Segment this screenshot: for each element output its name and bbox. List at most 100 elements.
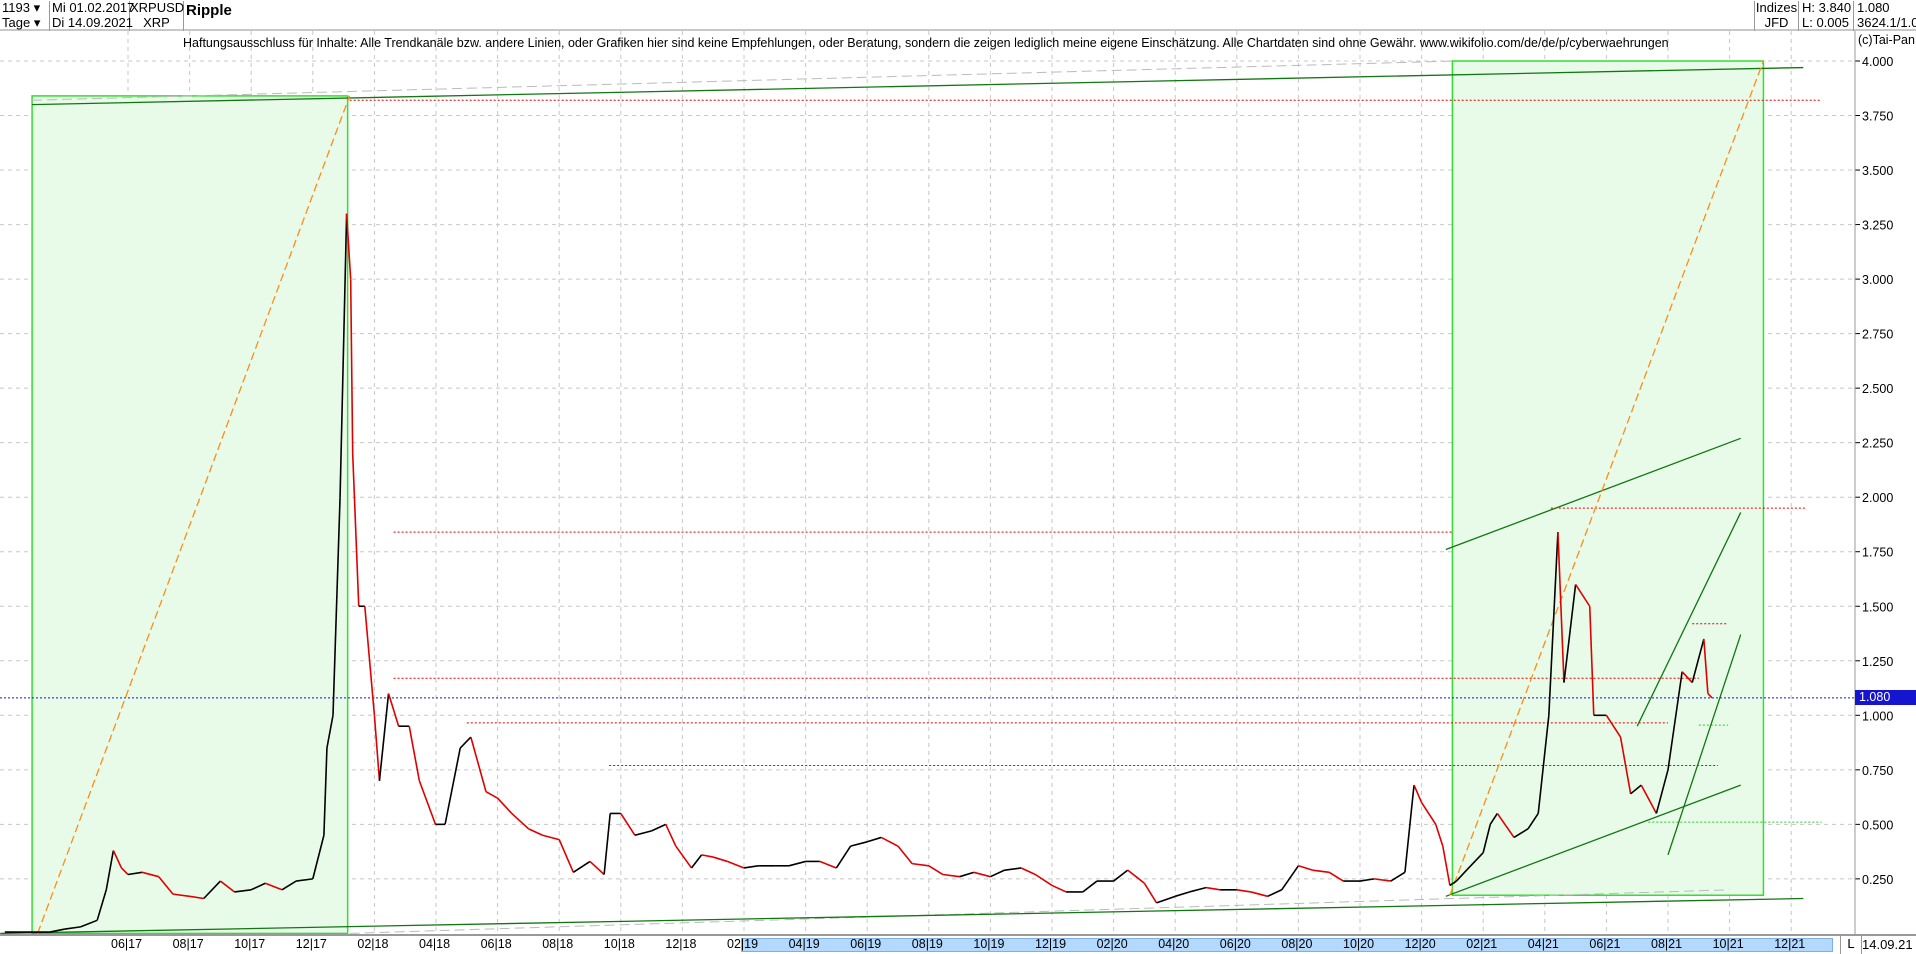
x-tick-label: 08|19	[911, 937, 943, 951]
time-axis[interactable]: 06|17 08|17 10|17 12|17 02|18 04|18 06|18 08|18…	[0, 934, 1916, 954]
price-segment	[1127, 869, 1145, 884]
price-segment	[64, 926, 81, 930]
y-tick-label: 3.250	[1862, 219, 1893, 233]
price-segment	[897, 845, 913, 865]
y-tick-label: 1.000	[1862, 709, 1893, 723]
price-segment	[634, 830, 652, 837]
dropdown-arrow-icon[interactable]: ▾	[33, 0, 41, 15]
y-tick-label: 3.500	[1862, 164, 1893, 178]
price-segment	[835, 845, 852, 869]
period-select[interactable]: Tage	[2, 15, 31, 30]
price-segment	[1489, 813, 1499, 825]
price-segment	[1051, 884, 1067, 893]
price-segment	[378, 693, 390, 781]
current-price-tag: 1.080	[1855, 690, 1916, 705]
price-segment	[1205, 886, 1221, 891]
bars-selector[interactable]: 1193 ▾ Tage ▾	[2, 1, 50, 31]
price-segment	[1143, 882, 1158, 904]
end-date[interactable]: Di 14.09.2021	[52, 15, 133, 30]
price-segment	[1020, 867, 1036, 876]
price-segment	[1496, 812, 1515, 838]
price-segment	[1390, 871, 1406, 882]
price-segment	[701, 854, 714, 858]
projection-line	[37, 95, 351, 934]
price-segment	[959, 871, 974, 878]
x-tick-label: 02|18	[357, 937, 389, 951]
price-segment	[1004, 867, 1022, 871]
price-segment	[1605, 714, 1622, 738]
trend-line	[1667, 634, 1742, 856]
price-segment	[141, 871, 160, 878]
price-segment	[1574, 584, 1591, 607]
x-tick-label: 02|19	[727, 937, 759, 951]
price-segment	[373, 715, 381, 781]
price-segment	[603, 813, 611, 875]
analysis-box	[1451, 60, 1765, 896]
x-tick-label: 12|20	[1404, 937, 1436, 951]
price-segment	[819, 860, 837, 869]
price-segment	[928, 865, 944, 876]
price-segment	[1034, 873, 1053, 887]
price-segment	[620, 813, 636, 836]
price-chart[interactable]: 0.250 0.500 0.750 1.000 1.250 1.500 1.750 2.000…	[0, 31, 1916, 934]
price-segment	[470, 736, 487, 792]
x-tick-label: 12|18	[665, 937, 697, 951]
price-segment	[1113, 869, 1129, 882]
price-segment	[528, 827, 543, 836]
price-segment	[265, 882, 283, 891]
price-segment	[80, 919, 98, 928]
x-tick-label: 10|19	[973, 937, 1005, 951]
price-segment	[1449, 880, 1457, 887]
price-segment	[912, 862, 929, 867]
price-segment	[866, 836, 882, 843]
price-segment	[1250, 891, 1268, 898]
price-segment	[1281, 865, 1300, 891]
price-segment	[1434, 824, 1444, 847]
price-segment	[203, 880, 221, 900]
projection-line	[1449, 60, 1765, 896]
x-tick-label: 08|17	[172, 937, 204, 951]
price-segment	[1527, 813, 1539, 830]
symbol-short: XRP	[143, 15, 170, 30]
y-tick-label: 2.000	[1862, 491, 1893, 505]
price-segment	[418, 780, 437, 825]
start-date[interactable]: Mi 01.02.2017	[52, 0, 135, 15]
price-segment	[332, 497, 341, 716]
price-segment	[1359, 878, 1375, 882]
dropdown-arrow-icon[interactable]: ▾	[33, 15, 41, 30]
price-segment	[880, 836, 899, 847]
price-segment	[1513, 828, 1529, 839]
x-tick-label: 08|20	[1281, 937, 1313, 951]
price-segment	[158, 876, 174, 895]
gray-dashed-line	[349, 889, 1730, 934]
y-tick-label: 2.250	[1862, 437, 1893, 451]
price-segment	[542, 834, 560, 841]
price-segment	[49, 928, 66, 933]
y-tick-label: 0.750	[1862, 764, 1893, 778]
price-segment	[1537, 715, 1550, 814]
price-segment	[1267, 889, 1283, 898]
x-tick-label: 12|19	[1035, 937, 1067, 951]
price-segment	[364, 606, 376, 716]
price-segment	[1557, 532, 1565, 683]
x-tick-label: 06|19	[850, 937, 882, 951]
data-source: Indizes	[1755, 0, 1798, 15]
price-segment	[1442, 846, 1451, 886]
price-segment	[1465, 852, 1484, 871]
price-segment	[296, 878, 313, 882]
chart-title: Ripple	[186, 2, 232, 19]
log-toggle[interactable]: L	[1840, 936, 1862, 954]
price-segment	[1420, 802, 1437, 825]
x-tick-label: 12|17	[295, 937, 327, 951]
price-segment	[589, 860, 605, 876]
x-tick-label: 08|18	[542, 937, 574, 951]
y-tick-label: 3.000	[1862, 273, 1893, 287]
price-segment	[942, 873, 960, 878]
price-segment	[234, 888, 252, 893]
price-segment	[675, 845, 693, 869]
x-tick-label: 08|21	[1651, 937, 1683, 951]
price-segment	[345, 213, 352, 280]
symbol[interactable]: XRPUSD	[130, 0, 185, 15]
gray-dashed-line	[32, 60, 1457, 101]
y-tick-label: 3.750	[1862, 110, 1893, 124]
